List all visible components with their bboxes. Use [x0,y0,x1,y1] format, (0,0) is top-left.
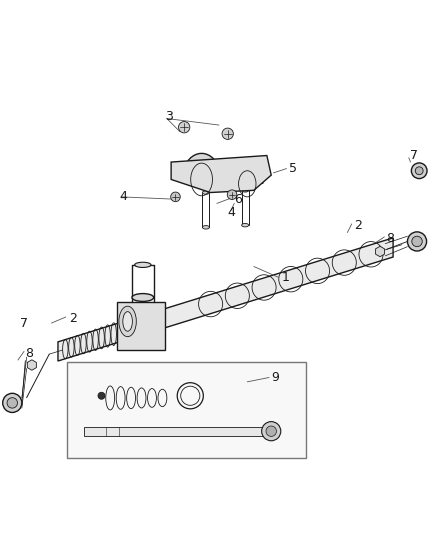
Text: 7: 7 [410,149,418,162]
Text: 5: 5 [289,162,297,175]
Circle shape [227,190,237,199]
Ellipse shape [242,223,249,227]
Circle shape [98,392,105,399]
FancyBboxPatch shape [67,362,306,458]
Ellipse shape [202,191,209,194]
Polygon shape [117,302,165,350]
Polygon shape [375,246,385,257]
Text: 9: 9 [271,371,279,384]
Polygon shape [27,360,36,370]
Circle shape [415,167,423,175]
Circle shape [171,192,180,201]
Text: 2: 2 [354,219,362,232]
Circle shape [412,236,422,247]
Ellipse shape [134,262,151,268]
Text: 6: 6 [234,192,242,206]
Circle shape [3,393,22,413]
Polygon shape [232,160,262,184]
Ellipse shape [132,294,154,301]
Bar [84,427,262,435]
Ellipse shape [119,306,136,337]
Text: 4: 4 [228,206,236,219]
Polygon shape [171,156,271,192]
Text: 3: 3 [165,110,173,123]
Text: 8: 8 [387,232,395,245]
Circle shape [261,422,281,441]
Circle shape [222,128,233,140]
Text: 8: 8 [25,347,33,360]
Circle shape [411,163,427,179]
Text: 7: 7 [20,317,28,329]
Ellipse shape [242,189,249,192]
Text: 2: 2 [69,312,77,325]
Circle shape [179,122,190,133]
Ellipse shape [202,225,209,229]
Polygon shape [182,154,221,180]
Text: 1: 1 [282,271,290,284]
Circle shape [266,426,276,437]
Polygon shape [58,238,393,361]
Circle shape [7,398,18,408]
Text: 4: 4 [119,190,127,204]
Circle shape [407,232,427,251]
Ellipse shape [123,312,132,331]
